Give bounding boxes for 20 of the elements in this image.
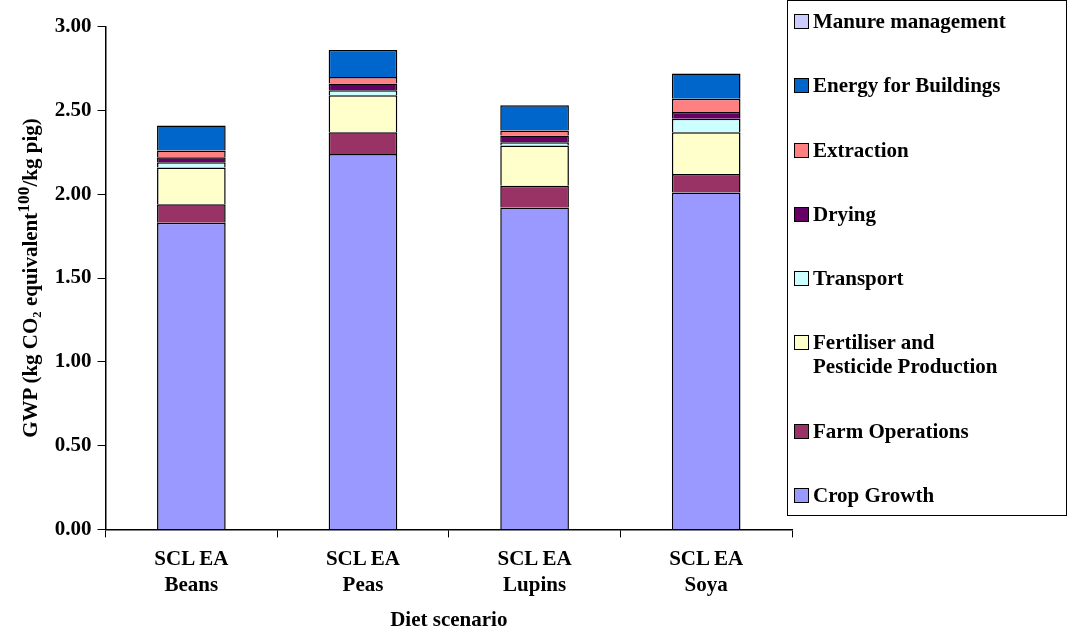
legend-label: Manure management	[813, 9, 1006, 33]
x-tick-label: SCL EA Lupins	[497, 546, 573, 596]
y-tick-label: 1.00	[54, 348, 92, 373]
y-tick-label: 2.50	[54, 96, 92, 121]
y-tick-label: 2.00	[54, 180, 92, 205]
legend-label: Extraction	[813, 137, 909, 162]
x-tick-label: SCL EA Peas	[325, 546, 401, 596]
y-tick-label: 0.50	[54, 432, 92, 457]
y-tick-label: 1.50	[54, 264, 92, 289]
legend-label: Transport	[813, 266, 904, 291]
x-axis-title: Diet scenario	[390, 606, 508, 631]
y-tick-label: 0.00	[54, 515, 92, 540]
x-tick-label: SCL EA Soya	[669, 546, 745, 596]
y-tick-label: 3.00	[54, 13, 92, 38]
legend-label: Crop Growth	[813, 482, 935, 507]
legend-label: Fertiliser and Pesticide Production	[813, 330, 998, 379]
x-tick-label: SCL EA Beans	[154, 546, 230, 596]
legend-label: Energy for Buildings	[813, 73, 1001, 98]
legend-label: Drying	[813, 201, 876, 226]
legend-label: Farm Operations	[813, 418, 969, 443]
